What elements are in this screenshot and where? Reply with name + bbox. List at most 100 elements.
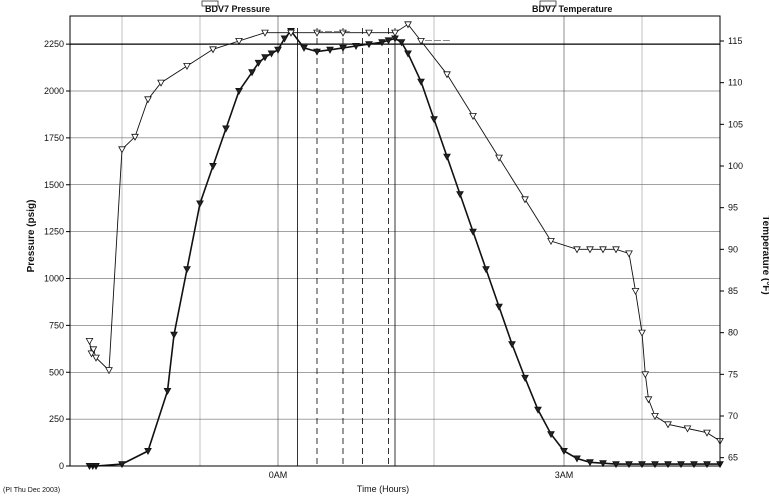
- y-tick-label: 250: [49, 414, 64, 424]
- data-point: [248, 69, 256, 77]
- data-point: [391, 29, 399, 37]
- data-point: [631, 287, 640, 296]
- data-point: [404, 21, 412, 29]
- data-point: [482, 266, 490, 274]
- data-point: [644, 396, 653, 404]
- data-point: [443, 71, 451, 79]
- data-point: [664, 461, 672, 469]
- data-point: [703, 461, 711, 469]
- data-point: [495, 154, 503, 162]
- data-point: [417, 78, 425, 86]
- vertical-marker-layer: [297, 28, 396, 466]
- data-point: [267, 50, 276, 58]
- data-point: [339, 29, 347, 37]
- data-point: [157, 79, 165, 87]
- data-point: [469, 228, 477, 236]
- legend-swatch-pressure: [201, 0, 219, 7]
- data-point: [222, 125, 230, 133]
- plot-frame: [69, 15, 721, 467]
- y2-tick-label: 105: [728, 119, 743, 129]
- y-tick-label: 1750: [44, 133, 64, 143]
- data-point: [352, 43, 360, 51]
- data-point: [599, 246, 607, 254]
- annotation-plateau: — — — —: [316, 28, 350, 35]
- data-point: [443, 153, 451, 161]
- data-point: [521, 374, 529, 382]
- data-point: [547, 431, 555, 439]
- data-point: [196, 200, 204, 208]
- data-point: [254, 59, 263, 67]
- data-point: [235, 88, 243, 96]
- data-point: [625, 250, 633, 258]
- data-point: [641, 371, 650, 379]
- y2-tick-label: 90: [728, 244, 738, 254]
- data-point: [118, 146, 126, 154]
- data-point: [118, 461, 126, 469]
- data-point: [209, 162, 217, 171]
- data-point: [651, 461, 659, 469]
- data-point: [397, 39, 406, 47]
- data-point: [430, 116, 438, 124]
- data-point: [521, 196, 529, 204]
- data-point: [92, 354, 100, 362]
- data-point: [495, 303, 503, 311]
- series-line: [89, 29, 720, 467]
- data-point: [378, 39, 386, 47]
- data-point: [690, 461, 698, 469]
- data-point: [677, 461, 685, 469]
- y2-tick-label: 100: [728, 161, 743, 171]
- data-point: [144, 96, 152, 104]
- data-point: [599, 460, 607, 468]
- data-point: [280, 35, 289, 43]
- data-point: [456, 191, 464, 199]
- y2-tick-label: 70: [728, 411, 738, 421]
- y-tick-label: 500: [49, 367, 64, 377]
- data-point: [105, 367, 113, 375]
- y2-tick-label: 85: [728, 286, 738, 296]
- y2-tick-label: 110: [728, 78, 742, 88]
- data-point: [89, 346, 98, 354]
- y-axis-title: Pressure (psig): [26, 200, 37, 273]
- data-point: [417, 38, 425, 46]
- data-point: [586, 246, 594, 254]
- y-tick-label: 1000: [44, 274, 64, 284]
- y-tick-label: 1500: [44, 180, 64, 190]
- data-point: [612, 246, 620, 254]
- y2-tick-label: 80: [728, 328, 738, 338]
- data-point: [547, 237, 555, 246]
- y-tick-label: 0: [59, 461, 64, 471]
- legend-label-temperature: BDV7 Temperature: [532, 4, 612, 14]
- data-point: [209, 46, 217, 54]
- data-point: [339, 44, 347, 52]
- data-point: [313, 29, 321, 37]
- data-point: [560, 447, 568, 456]
- annotation-peak: — — —: [425, 37, 450, 44]
- data-point: [365, 41, 373, 49]
- data-point: [300, 44, 308, 52]
- data-point: [287, 29, 295, 37]
- data-point: [365, 29, 373, 37]
- data-point: [404, 50, 412, 58]
- data-point: [261, 29, 269, 37]
- data-point: [586, 459, 594, 467]
- y2-tick-label: 95: [728, 203, 738, 213]
- data-point: [144, 447, 152, 456]
- data-point: [274, 46, 282, 54]
- legend-label-pressure: BDV7 Pressure: [205, 4, 270, 14]
- data-point: [183, 63, 191, 71]
- data-point: [573, 246, 581, 254]
- y2-tick-label: 115: [728, 36, 742, 46]
- x-tick-label: 0AM: [269, 470, 288, 480]
- data-point: [683, 425, 692, 433]
- series-1: [85, 21, 724, 446]
- data-point: [85, 337, 94, 346]
- legend-swatch-temperature: [539, 0, 557, 7]
- y-tick-label: 2250: [44, 39, 64, 49]
- data-point: [651, 412, 659, 421]
- legend: BDV7 Pressure BDV7 Temperature: [201, 0, 612, 14]
- axes-layer: 0 250 500 750 1000 1250 1500 1750 2000 2250 65 70 75…: [44, 15, 743, 480]
- data-point: [573, 455, 581, 463]
